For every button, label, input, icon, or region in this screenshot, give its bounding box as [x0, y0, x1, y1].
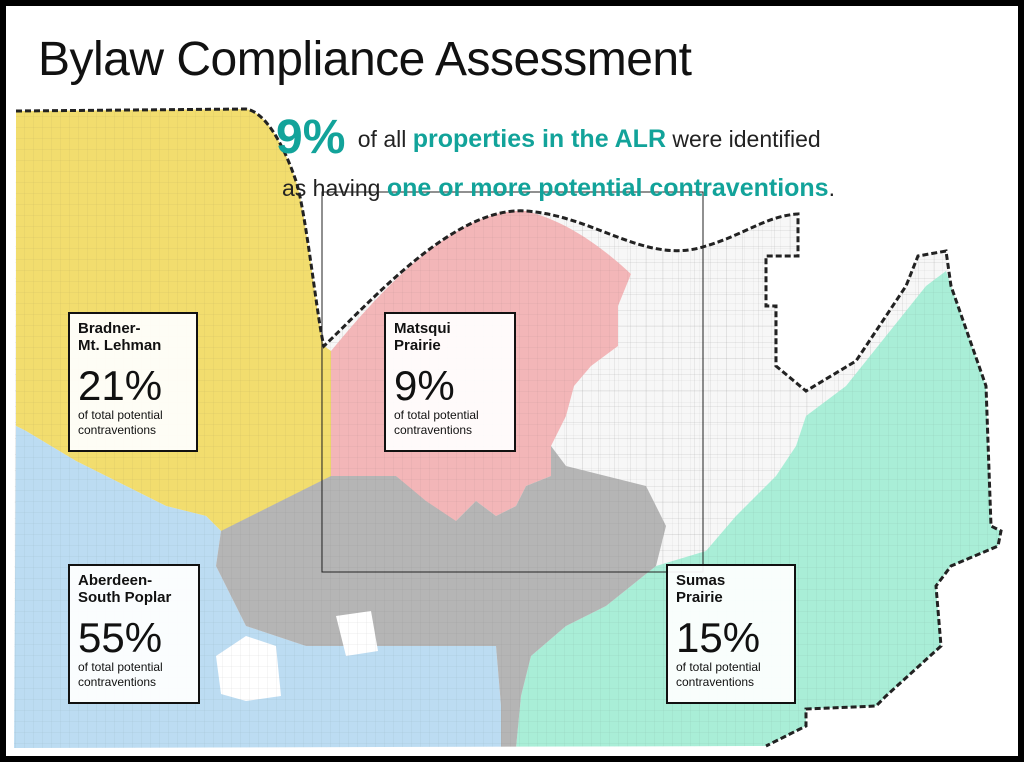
region-name: Matsqui Prairie [394, 320, 451, 354]
headline-text: as having [282, 175, 381, 202]
region-percent: 21% [78, 362, 163, 409]
region-caption: of total potential contraventions [394, 408, 479, 437]
region-percent: 15% [676, 614, 761, 661]
focus-frame [321, 191, 704, 573]
region-percent: 9% [394, 362, 455, 409]
page-title: Bylaw Compliance Assessment [38, 33, 692, 86]
headline-text: of all [357, 126, 407, 152]
headline-text: . [828, 175, 835, 202]
municipal-boundary [15, 107, 1003, 748]
headline-percent: 9% [276, 111, 346, 164]
region-name: Aberdeen- South Poplar [78, 572, 172, 606]
region-card-sumas: Sumas Prairie 15% of total potential con… [666, 564, 796, 704]
region-caption: of total potential contraventions [78, 408, 163, 437]
headline-highlight: one or more potential contraventions [386, 174, 829, 203]
headline-highlight: properties in the ALR [412, 125, 667, 153]
region-caption: of total potential contraventions [78, 660, 163, 689]
region-name: Bradner- Mt. Lehman [78, 320, 162, 354]
region-card-bradner: Bradner- Mt. Lehman 21% of total potenti… [68, 312, 198, 452]
headline-text: were identified [672, 126, 821, 152]
headline: 9% of all properties in the ALR were ide… [276, 104, 976, 206]
region-card-matsqui: Matsqui Prairie 9% of total potential co… [384, 312, 516, 452]
slide: Bylaw Compliance Assessment 9% of all pr… [6, 6, 1018, 756]
region-name: Sumas Prairie [676, 572, 726, 606]
headline-line-2: as having one or more potential contrave… [282, 171, 976, 206]
region-caption: of total potential contraventions [676, 660, 761, 689]
region-card-aberdeen: Aberdeen- South Poplar 55% of total pote… [68, 564, 200, 704]
region-percent: 55% [78, 614, 163, 661]
